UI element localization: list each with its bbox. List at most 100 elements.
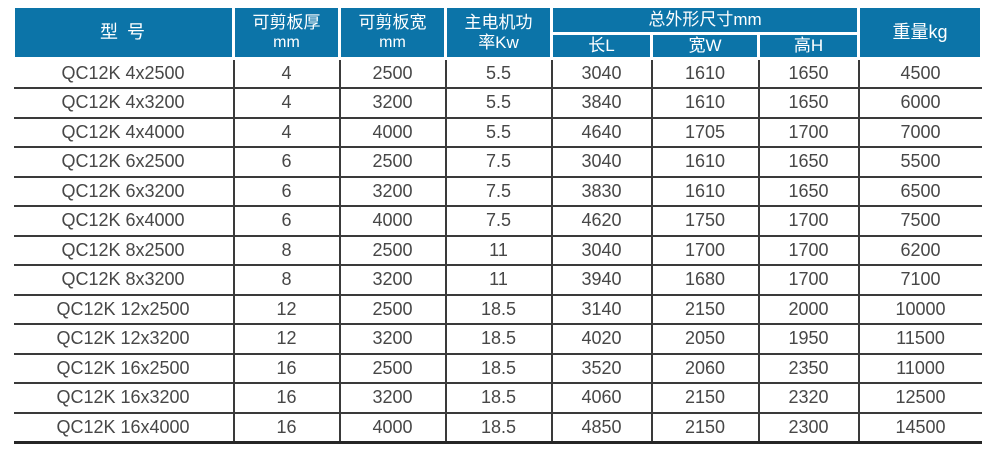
cell-thickness: 16 xyxy=(232,383,340,414)
cell-model: QC12K 16x3200 xyxy=(13,383,234,414)
col-header-cut-width-line1: 可剪板宽 xyxy=(358,12,427,32)
cell-length: 3140 xyxy=(550,294,652,325)
col-header-weight: 重量kg xyxy=(857,5,984,60)
cell-thickness: 8 xyxy=(232,235,340,266)
cell-thickness: 16 xyxy=(232,412,340,444)
table-row: QC12K 6x3200 6 3200 7.5 3830 1610 1650 6… xyxy=(13,176,982,207)
header-row-sub: 长L 宽W 高H xyxy=(14,32,982,60)
cell-cut-width: 4000 xyxy=(338,206,446,237)
table-row: QC12K 6x4000 6 4000 7.5 4620 1750 1700 7… xyxy=(13,206,982,237)
cell-dim-width: 1610 xyxy=(650,58,759,89)
cell-length: 3040 xyxy=(550,147,652,178)
cell-weight: 7500 xyxy=(857,206,982,237)
cell-dim-height: 1650 xyxy=(757,88,859,119)
cell-model: QC12K 8x3200 xyxy=(13,265,234,296)
cell-model: QC12K 12x3200 xyxy=(13,324,234,355)
cell-dim-height: 1700 xyxy=(757,265,859,296)
table-row: QC12K 16x2500 16 2500 18.5 3520 2060 235… xyxy=(13,353,982,384)
cell-dim-height: 1950 xyxy=(757,324,859,355)
cell-cut-width: 2500 xyxy=(338,235,446,266)
cell-motor-power: 18.5 xyxy=(444,383,552,414)
cell-weight: 12500 xyxy=(857,383,982,414)
cell-motor-power: 7.5 xyxy=(444,206,552,237)
col-header-dimensions-group: 总外形尺寸mm xyxy=(549,5,861,35)
col-header-thickness-line1: 可剪板厚 xyxy=(252,12,321,32)
cell-model: QC12K 8x2500 xyxy=(13,235,234,266)
cell-thickness: 6 xyxy=(232,176,340,207)
cell-length: 3040 xyxy=(550,58,652,89)
cell-thickness: 8 xyxy=(232,265,340,296)
cell-dim-height: 1650 xyxy=(757,58,859,89)
table-row: QC12K 8x3200 8 3200 11 3940 1680 1700 71… xyxy=(13,265,982,296)
cell-thickness: 6 xyxy=(232,147,340,178)
cell-weight: 10000 xyxy=(857,294,982,325)
cell-dim-width: 1705 xyxy=(650,117,759,148)
cell-weight: 11500 xyxy=(857,324,982,355)
cell-motor-power: 18.5 xyxy=(444,324,552,355)
table-row: QC12K 12x2500 12 2500 18.5 3140 2150 200… xyxy=(13,294,982,325)
cell-dim-height: 1700 xyxy=(757,117,859,148)
cell-model: QC12K 4x4000 xyxy=(13,117,234,148)
cell-model: QC12K 16x2500 xyxy=(13,353,234,384)
cell-dim-width: 1610 xyxy=(650,176,759,207)
cell-model: QC12K 12x2500 xyxy=(13,294,234,325)
cell-dim-width: 1700 xyxy=(650,235,759,266)
cell-motor-power: 5.5 xyxy=(444,117,552,148)
cell-thickness: 6 xyxy=(232,206,340,237)
cell-weight: 7100 xyxy=(857,265,982,296)
col-header-model: 型 号 xyxy=(12,5,235,60)
cell-length: 4020 xyxy=(550,324,652,355)
cell-cut-width: 3200 xyxy=(338,324,446,355)
cell-dim-height: 1700 xyxy=(757,235,859,266)
cell-dim-height: 2000 xyxy=(757,294,859,325)
cell-weight: 4500 xyxy=(857,58,982,89)
cell-weight: 6000 xyxy=(857,88,982,119)
cell-dim-height: 1650 xyxy=(757,147,859,178)
cell-cut-width: 2500 xyxy=(338,58,446,89)
table-row: QC12K 4x3200 4 3200 5.5 3840 1610 1650 6… xyxy=(13,88,982,119)
col-header-thickness: 可剪板厚 mm xyxy=(232,5,341,60)
col-header-motor-power-line2: 率Kw xyxy=(478,32,519,52)
cell-dim-height: 2350 xyxy=(757,353,859,384)
cell-cut-width: 3200 xyxy=(338,176,446,207)
cell-dim-height: 2320 xyxy=(757,383,859,414)
cell-length: 3940 xyxy=(550,265,652,296)
cell-length: 4620 xyxy=(550,206,652,237)
cell-motor-power: 5.5 xyxy=(444,88,552,119)
cell-dim-width: 1610 xyxy=(650,147,759,178)
cell-cut-width: 3200 xyxy=(338,88,446,119)
col-header-dim-height: 高H xyxy=(756,32,861,60)
cell-length: 4640 xyxy=(550,117,652,148)
table-row: QC12K 16x3200 16 3200 18.5 4060 2150 232… xyxy=(13,383,982,414)
cell-motor-power: 7.5 xyxy=(444,147,552,178)
cell-motor-power: 7.5 xyxy=(444,176,552,207)
cell-thickness: 4 xyxy=(232,117,340,148)
cell-thickness: 12 xyxy=(232,294,340,325)
spec-table-body: QC12K 4x2500 4 2500 5.5 3040 1610 1650 4… xyxy=(13,58,982,444)
cell-weight: 11000 xyxy=(857,353,982,384)
table-row: QC12K 12x3200 12 3200 18.5 4020 2050 195… xyxy=(13,324,982,355)
cell-motor-power: 11 xyxy=(444,235,552,266)
cell-weight: 6200 xyxy=(857,235,982,266)
cell-cut-width: 2500 xyxy=(338,294,446,325)
cell-dim-width: 1610 xyxy=(650,88,759,119)
table-row: QC12K 4x2500 4 2500 5.5 3040 1610 1650 4… xyxy=(13,58,982,89)
cell-motor-power: 18.5 xyxy=(444,294,552,325)
table-row: QC12K 6x2500 6 2500 7.5 3040 1610 1650 5… xyxy=(13,147,982,178)
cell-length: 3520 xyxy=(550,353,652,384)
cell-dim-width: 1750 xyxy=(650,206,759,237)
cell-length: 3840 xyxy=(550,88,652,119)
cell-dim-width: 2150 xyxy=(650,412,759,444)
cell-thickness: 16 xyxy=(232,353,340,384)
col-header-motor-power-line1: 主电机功 xyxy=(464,12,533,32)
cell-dim-width: 2050 xyxy=(650,324,759,355)
cell-model: QC12K 4x3200 xyxy=(13,88,234,119)
header-row-top: 型 号 可剪板厚 mm 可剪板宽 mm 主电机功 率Kw 总外形尺寸mm 重量k… xyxy=(12,5,984,60)
cell-dim-width: 2060 xyxy=(650,353,759,384)
cell-model: QC12K 6x3200 xyxy=(13,176,234,207)
cell-motor-power: 18.5 xyxy=(444,353,552,384)
spec-table-header: 型 号 可剪板厚 mm 可剪板宽 mm 主电机功 率Kw 总外形尺寸mm 重量k… xyxy=(12,5,984,60)
cell-length: 4850 xyxy=(550,412,652,444)
cell-weight: 5500 xyxy=(857,147,982,178)
cell-thickness: 4 xyxy=(232,88,340,119)
